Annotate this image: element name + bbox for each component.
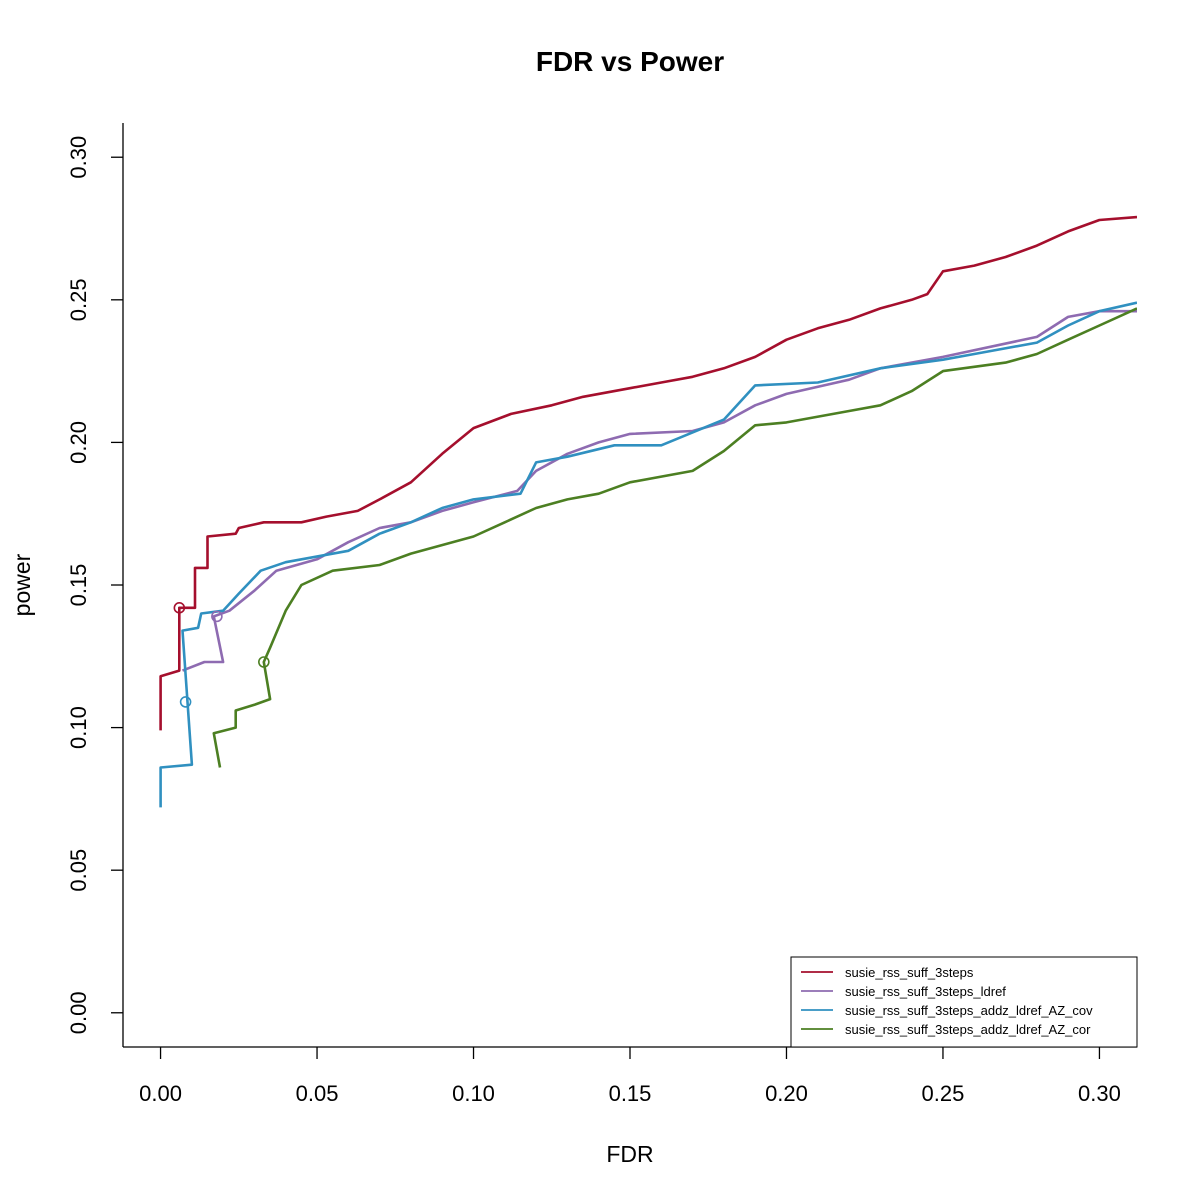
y-tick-label: 0.30	[66, 136, 91, 179]
series-marker-2	[179, 696, 192, 708]
x-tick-label: 0.30	[1078, 1081, 1121, 1106]
x-tick-label: 0.00	[139, 1081, 182, 1106]
legend-label-1: susie_rss_suff_3steps_ldref	[845, 984, 1006, 999]
legend-label-3: susie_rss_suff_3steps_addz_ldref_AZ_cor	[845, 1022, 1091, 1037]
y-tick-label: 0.10	[66, 706, 91, 749]
series-marker-1	[211, 610, 223, 623]
legend-box	[790, 956, 1138, 1048]
y-tick-label: 0.25	[66, 278, 91, 321]
y-ticks: 0.00 0.05 0.10 0.15 0.20 0.25 0.30	[66, 136, 123, 1034]
series-lines	[159, 215, 1137, 808]
y-tick-label: 0.20	[66, 421, 91, 464]
x-axis-label: FDR	[606, 1141, 653, 1167]
x-tick-label: 0.25	[922, 1081, 965, 1106]
series-line-0	[159, 215, 1137, 731]
x-tick-label: 0.10	[452, 1081, 495, 1106]
y-tick-label: 0.05	[66, 849, 91, 892]
y-tick-label: 0.15	[66, 564, 91, 607]
series-marker-3	[258, 656, 270, 668]
series-marker-0	[173, 602, 186, 614]
y-tick-label: 0.00	[66, 991, 91, 1034]
x-tick-label: 0.15	[609, 1081, 652, 1106]
legend: susie_rss_suff_3steps susie_rss_suff_3ste…	[790, 956, 1138, 1048]
series-markers	[173, 602, 270, 708]
legend-label-2: susie_rss_suff_3steps_addz_ldref_AZ_cov	[845, 1003, 1093, 1018]
y-axis-label: power	[9, 553, 35, 616]
x-tick-label: 0.20	[765, 1081, 808, 1106]
chart-title: FDR vs Power	[536, 46, 724, 77]
x-tick-label: 0.05	[296, 1081, 339, 1106]
series-line-2	[159, 301, 1137, 808]
x-ticks: 0.00 0.05 0.10 0.15 0.20 0.25 0.30	[139, 1047, 1121, 1106]
series-line-3	[212, 307, 1137, 768]
legend-label-0: susie_rss_suff_3steps	[845, 965, 974, 980]
